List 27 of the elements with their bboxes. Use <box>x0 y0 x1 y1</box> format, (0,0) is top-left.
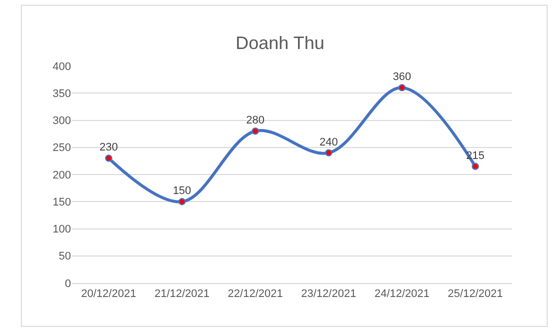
y-tick-label: 200 <box>52 169 71 182</box>
data-label: 150 <box>172 185 192 198</box>
x-tick-label: 22/12/2021 <box>228 288 283 300</box>
point <box>178 198 186 206</box>
y-tick-label: 100 <box>52 224 71 236</box>
data-label: 280 <box>246 114 265 127</box>
point <box>398 84 406 92</box>
y-tick-label: 0 <box>64 278 71 290</box>
data-label: 360 <box>392 71 412 84</box>
point <box>252 128 259 135</box>
y-tick-label: 150 <box>52 196 71 208</box>
x-tick-label: 24/12/2021 <box>374 288 430 300</box>
x-tick-label: 21/12/2021 <box>154 288 210 300</box>
data-label: 240 <box>319 136 338 148</box>
x-tick-label: 20/12/2021 <box>81 288 136 300</box>
x-tick-label: 23/12/2021 <box>301 288 356 300</box>
point <box>105 154 112 162</box>
y-tick-label: 250 <box>52 142 71 154</box>
chart-title: Doanh Thu <box>236 33 324 54</box>
y-tick-label: 350 <box>52 88 71 100</box>
point <box>472 162 479 170</box>
y-tick-label: 50 <box>58 250 71 263</box>
y-tick-label: 400 <box>52 60 71 73</box>
y-tick-label: 300 <box>52 115 71 128</box>
data-label: 230 <box>99 142 118 154</box>
x-tick-label: 25/12/2021 <box>448 288 503 300</box>
point <box>325 149 332 156</box>
